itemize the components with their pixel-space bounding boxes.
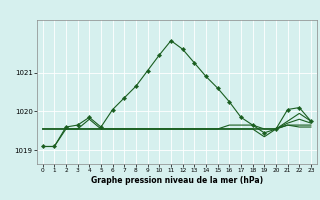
- X-axis label: Graphe pression niveau de la mer (hPa): Graphe pression niveau de la mer (hPa): [91, 176, 263, 185]
